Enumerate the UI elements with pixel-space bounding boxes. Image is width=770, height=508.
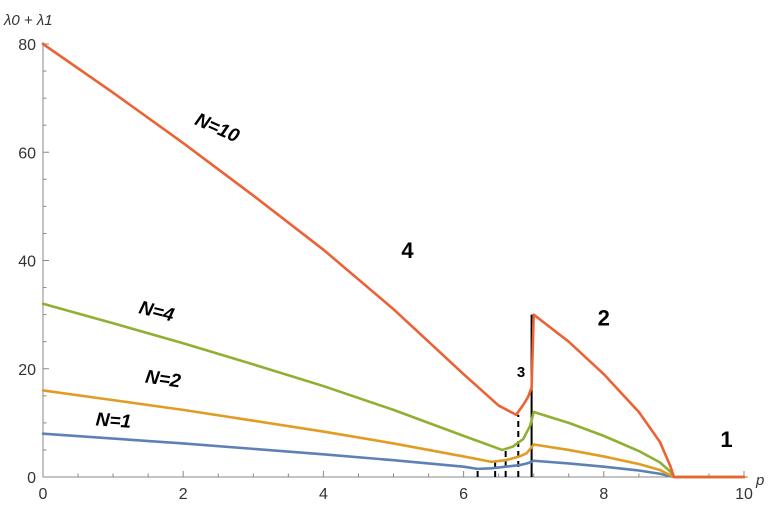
region-label: 1 (720, 427, 732, 452)
x-tick-label: 0 (39, 486, 48, 503)
axes: 0 2 4 6 8 10 0 20 40 60 80 λ0 + λ1 p (3, 12, 764, 503)
series-line (41, 389, 746, 479)
x-tick-label: 6 (459, 486, 468, 503)
y-tick-label: 80 (18, 37, 36, 54)
series-label: N=2 (144, 367, 182, 393)
x-tick-label: 2 (179, 486, 188, 503)
annotations: N=10 N=4 N=2 N=1 4 3 2 1 (95, 109, 733, 452)
series-line (41, 302, 746, 479)
x-tick-label: 8 (599, 486, 608, 503)
x-axis-title: p (755, 472, 764, 489)
y-tick-label: 40 (18, 254, 36, 271)
region-label: 2 (598, 305, 610, 330)
region-label: 4 (401, 238, 414, 263)
vertical-markers (476, 314, 533, 477)
series-label: N=4 (137, 298, 177, 327)
y-axis-title: λ0 + λ1 (3, 12, 53, 29)
x-tick-label: 4 (319, 486, 328, 503)
region-label: 3 (517, 364, 525, 381)
x-tick-label: 10 (735, 486, 753, 503)
series-line (41, 432, 746, 479)
y-tick-label: 0 (27, 470, 36, 487)
series-line (41, 42, 746, 479)
series-label: N=10 (192, 109, 243, 147)
y-tick-label: 20 (18, 362, 36, 379)
y-tick-label: 60 (18, 145, 36, 162)
series-label: N=1 (95, 409, 132, 432)
series-lines (41, 42, 746, 479)
